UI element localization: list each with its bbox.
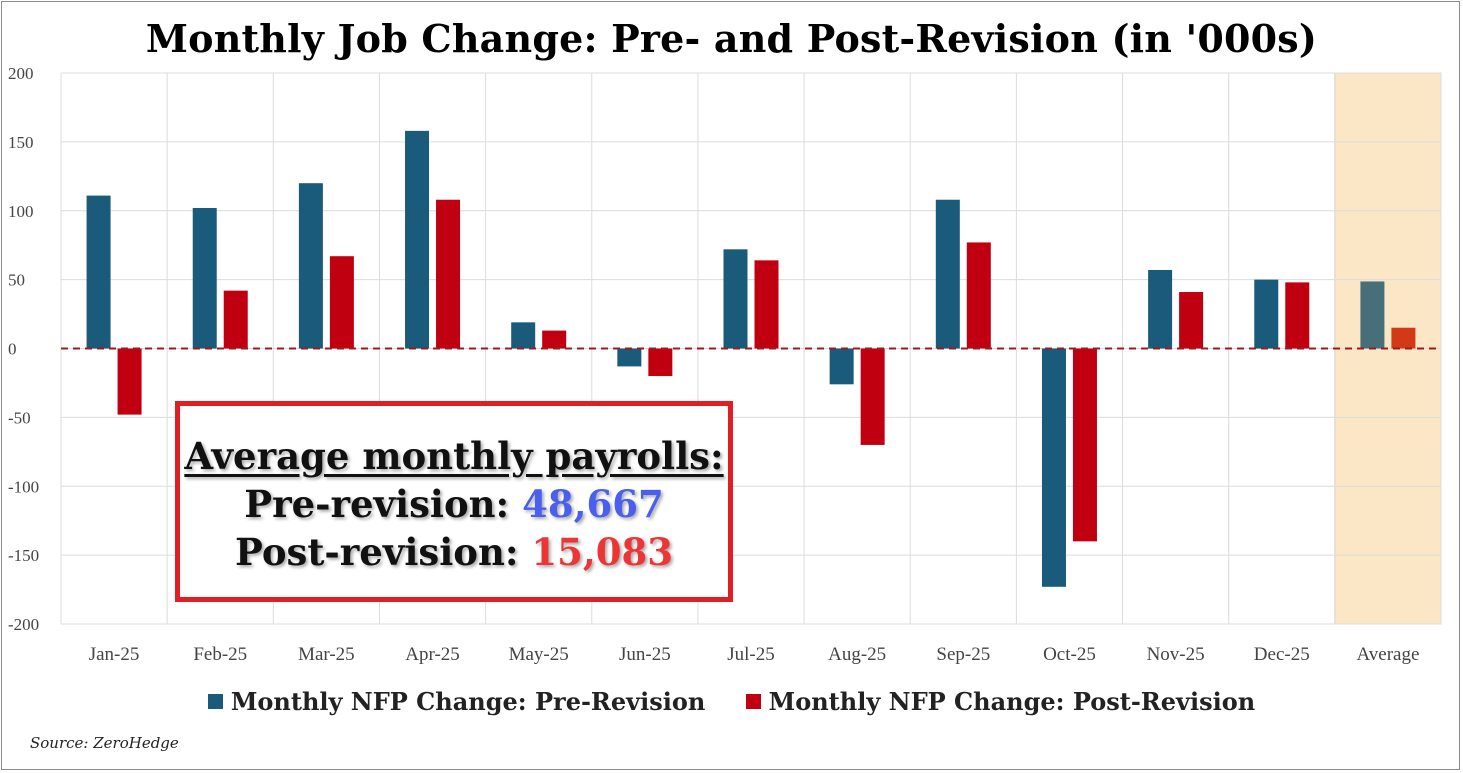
x-tick-label: Dec-25 xyxy=(1254,644,1310,665)
bar-pre-nov-25 xyxy=(1148,269,1173,349)
legend-item-pre-revision: Monthly NFP Change: Pre-Revision xyxy=(207,687,706,716)
chart-title: Monthly Job Change: Pre- and Post-Revisi… xyxy=(145,16,1318,61)
bar-pre-dec-25 xyxy=(1254,279,1279,349)
bar-pre-sep-25 xyxy=(935,199,960,349)
x-tick-label: Jun-25 xyxy=(619,644,671,665)
y-tick-label: -100 xyxy=(8,477,39,496)
bar-post-mar-25 xyxy=(329,256,354,349)
x-tick-label: Jan-25 xyxy=(89,644,140,665)
legend-label-pre-revision: Monthly NFP Change: Pre-Revision xyxy=(230,687,706,716)
bar-pre-jan-25 xyxy=(86,195,111,349)
chart-legend: Monthly NFP Change: Pre-Revision Monthly… xyxy=(0,686,1463,716)
y-tick-label: 50 xyxy=(8,271,25,290)
legend-swatch-post-revision xyxy=(745,694,761,709)
callout-post-value: 15,083 xyxy=(531,530,673,574)
bar-post-sep-25 xyxy=(966,242,991,349)
x-tick-label: May-25 xyxy=(509,644,569,665)
x-tick-label: Oct-25 xyxy=(1043,644,1096,665)
bar-post-apr-25 xyxy=(436,199,461,349)
bar-post-jan-25 xyxy=(117,348,142,415)
average-callout-box: Average monthly payrolls: Pre-revision: … xyxy=(175,401,733,602)
x-tick-label: Aug-25 xyxy=(828,644,886,665)
bar-post-average xyxy=(1391,327,1416,349)
legend-swatch-pre-revision xyxy=(207,694,223,709)
bar-post-nov-25 xyxy=(1179,292,1204,349)
bar-post-feb-25 xyxy=(223,290,248,349)
bar-pre-average xyxy=(1360,281,1385,349)
bar-pre-aug-25 xyxy=(829,348,854,385)
bar-post-jun-25 xyxy=(648,348,673,377)
y-tick-label: 150 xyxy=(8,133,34,152)
x-tick-label: Average xyxy=(1356,644,1419,665)
x-tick-label: Apr-25 xyxy=(405,644,460,665)
x-tick-label: Nov-25 xyxy=(1147,644,1205,665)
y-tick-label: 0 xyxy=(8,340,17,359)
callout-heading: Average monthly payrolls: xyxy=(184,434,724,478)
bar-pre-jun-25 xyxy=(617,348,642,367)
bar-post-dec-25 xyxy=(1285,282,1310,349)
callout-pre-label: Pre-revision: xyxy=(244,482,510,526)
x-tick-label: Sep-25 xyxy=(936,644,990,665)
callout-post-revision: Post-revision: 15,083 xyxy=(180,530,728,574)
bar-pre-mar-25 xyxy=(298,183,323,349)
bar-pre-oct-25 xyxy=(1041,348,1066,587)
bar-pre-jul-25 xyxy=(723,249,748,349)
y-tick-label: -150 xyxy=(8,546,39,565)
y-tick-label: 200 xyxy=(8,64,34,83)
y-tick-label: -200 xyxy=(8,615,39,634)
bar-pre-feb-25 xyxy=(192,207,217,349)
x-tick-label: Jul-25 xyxy=(727,644,775,665)
y-tick-label: 100 xyxy=(8,202,34,221)
legend-label-post-revision: Monthly NFP Change: Post-Revision xyxy=(768,687,1256,716)
callout-post-label: Post-revision: xyxy=(235,530,519,574)
legend-item-post-revision: Monthly NFP Change: Post-Revision xyxy=(745,687,1256,716)
bar-post-aug-25 xyxy=(860,348,885,445)
bar-post-oct-25 xyxy=(1072,348,1097,542)
x-tick-label: Feb-25 xyxy=(193,644,247,665)
bar-pre-apr-25 xyxy=(405,130,430,349)
source-note: Source: ZeroHedge xyxy=(30,734,179,752)
x-tick-label: Mar-25 xyxy=(298,644,355,665)
y-tick-label: -50 xyxy=(8,408,31,427)
callout-pre-revision: Pre-revision: 48,667 xyxy=(180,482,728,526)
bar-pre-may-25 xyxy=(511,322,536,349)
bar-post-may-25 xyxy=(542,330,567,349)
callout-pre-value: 48,667 xyxy=(522,482,664,526)
bar-post-jul-25 xyxy=(754,260,779,349)
